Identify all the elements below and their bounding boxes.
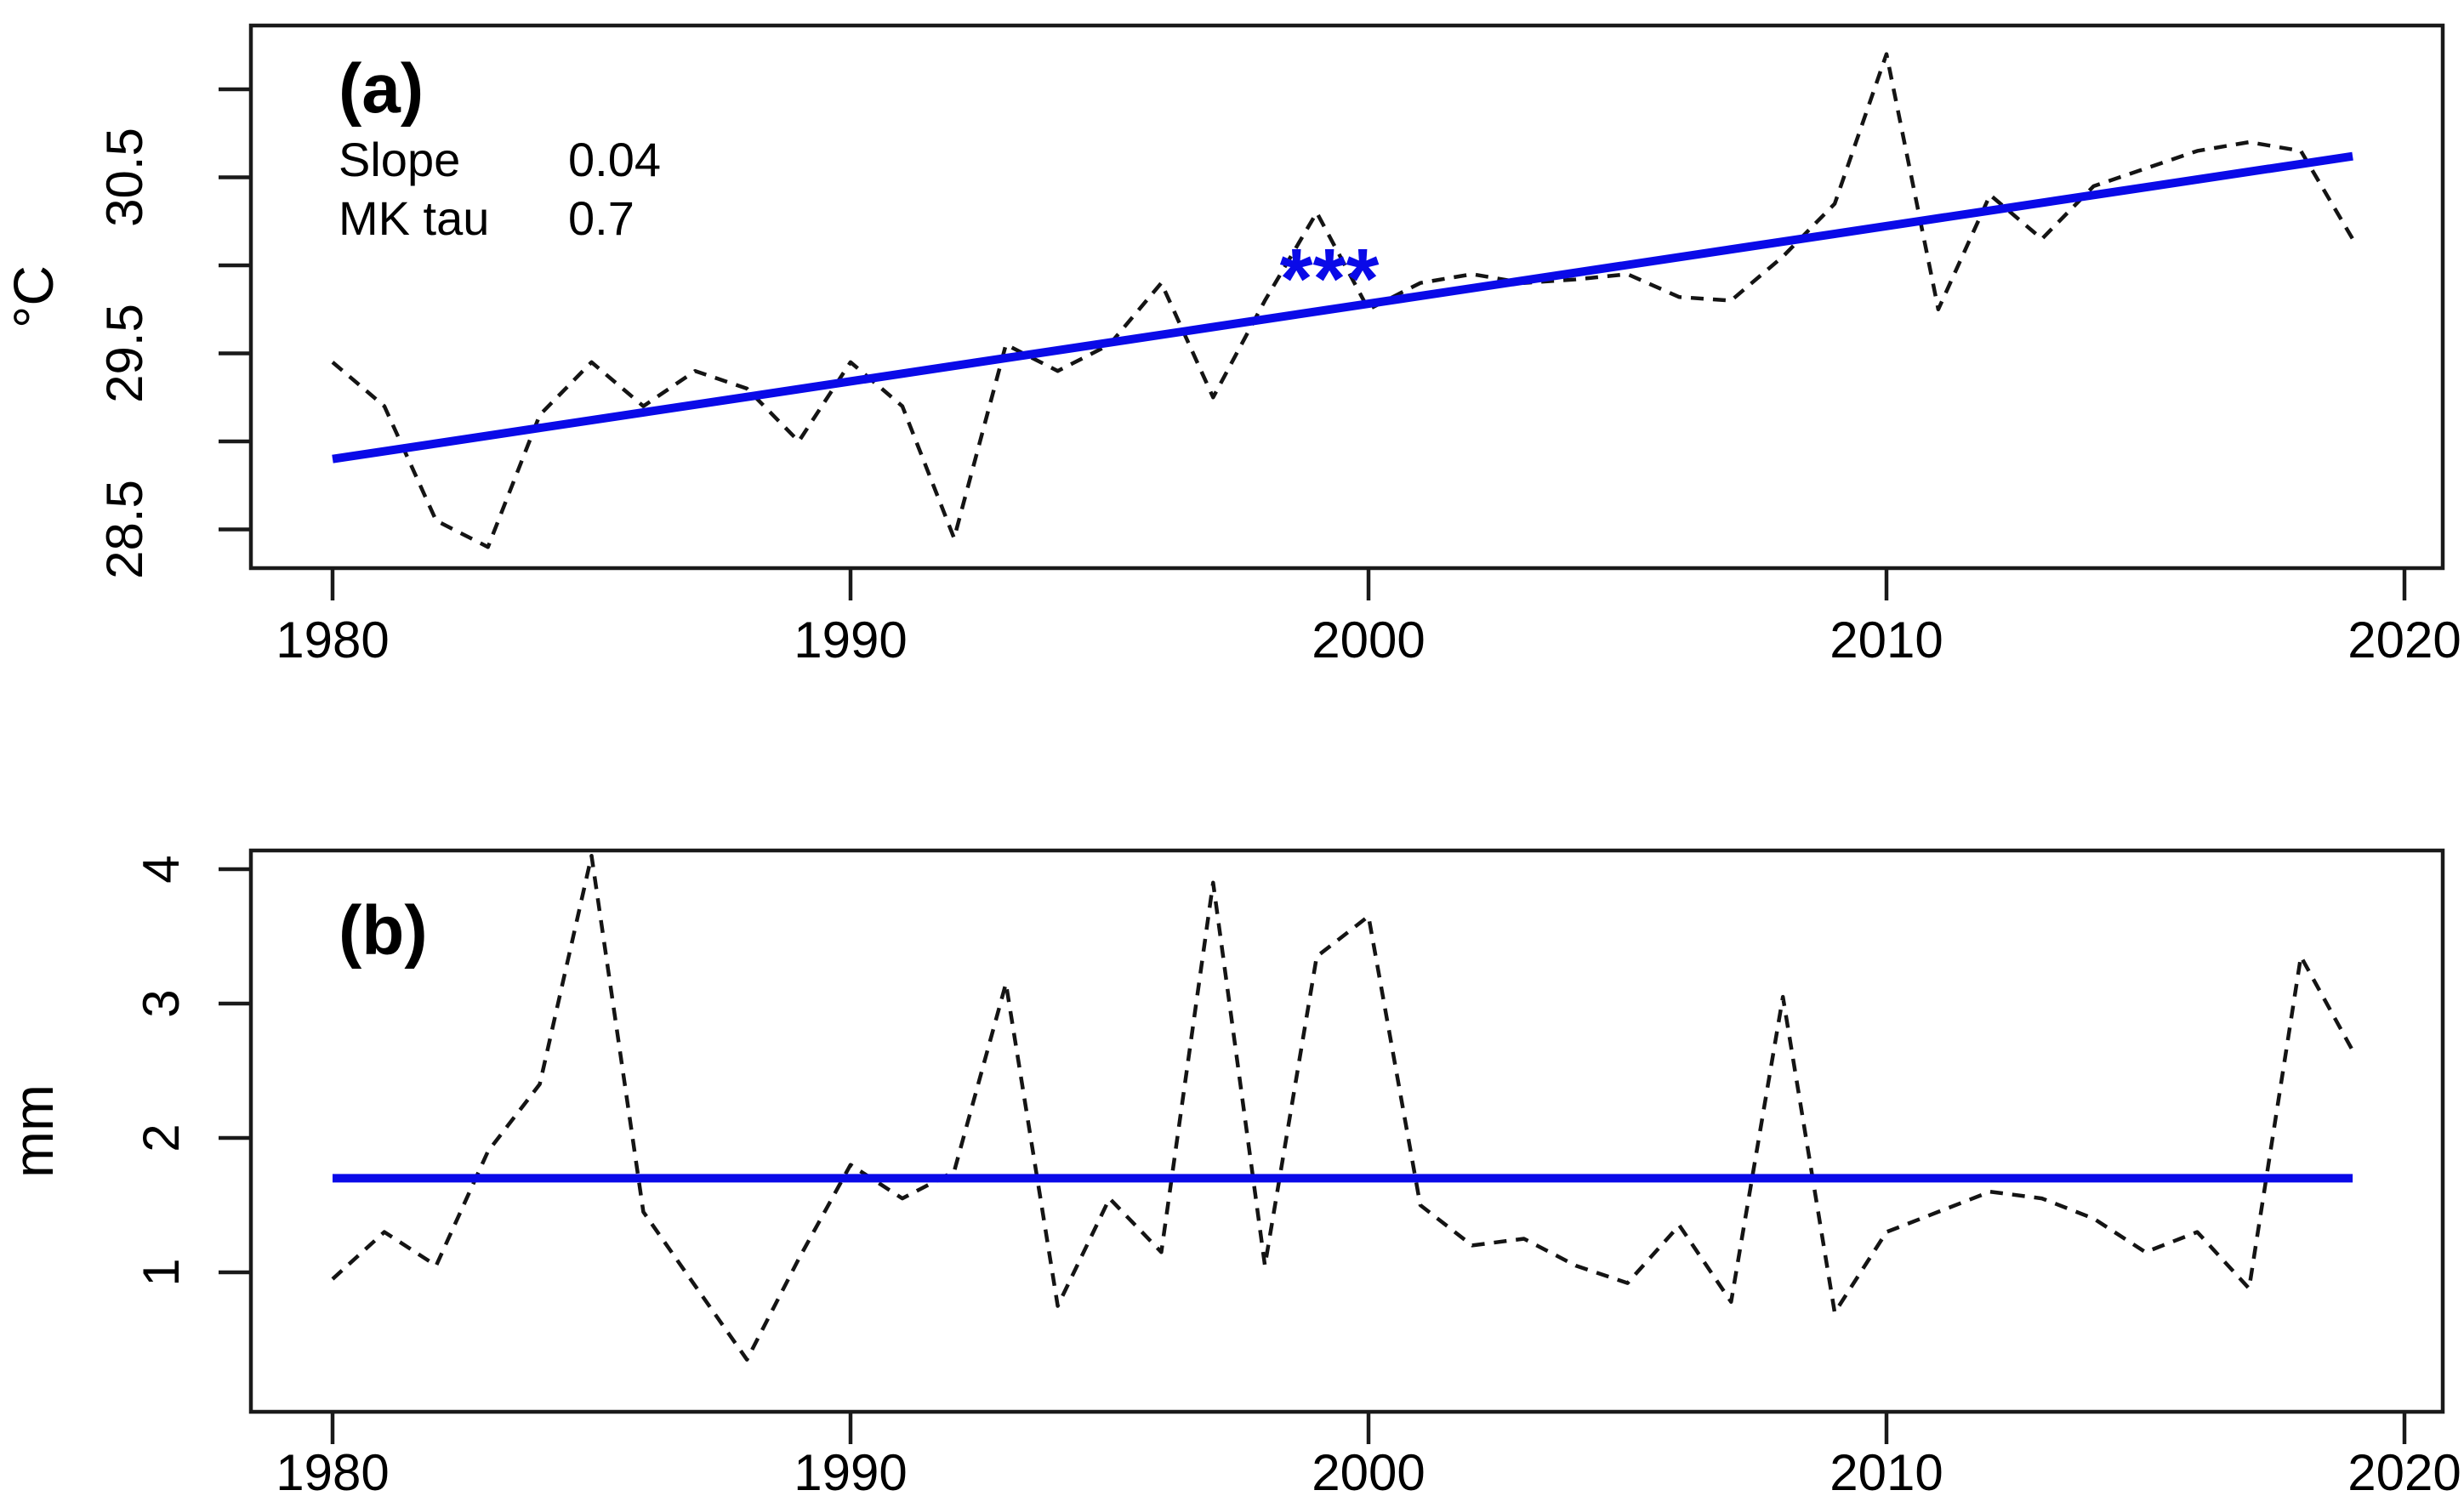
mk-tau-stat-label: MK tau — [339, 191, 489, 245]
significance-stars: *** — [1280, 231, 1380, 327]
annual-mean-temperature-line — [331, 52, 2355, 549]
x-axis-tick-label: 2020 — [2347, 611, 2461, 668]
mk-tau-stat-value: 0.7 — [568, 191, 634, 245]
x-axis-tick-label: 1990 — [794, 1444, 907, 1496]
x-axis-tick-label: 1990 — [794, 611, 907, 668]
sen-slope-trend — [332, 151, 2353, 464]
x-axis-tick-label: 2010 — [1830, 611, 1943, 668]
annual-precipitation-line — [331, 853, 2355, 1362]
x-axis-tick-label: 1980 — [276, 611, 389, 668]
y-axis-tick-label: 2 — [133, 1123, 190, 1152]
x-axis-tick-label: 1980 — [276, 1444, 389, 1496]
y-axis-tick-label: 28.5 — [96, 480, 153, 579]
slope-stat-label: Slope — [339, 133, 460, 186]
y-axis-tick-label: 4 — [133, 855, 190, 883]
y-axis-tick-label: 29.5 — [96, 304, 153, 403]
x-axis-tick-label: 2000 — [1312, 611, 1425, 668]
panel-a: 1980 1990 2000 2010 2020 28.5 29.5 30.5 (a) Slo… — [2, 23, 2461, 668]
x-axis-tick-label: 2010 — [1830, 1444, 1943, 1496]
y-axis-tick-label: 3 — [133, 989, 190, 1017]
y-axis-tick-label: 1 — [133, 1258, 190, 1286]
y-axis-tick-label: 30.5 — [96, 128, 153, 227]
plot-border — [248, 848, 2445, 1414]
plot-border — [248, 23, 2445, 571]
x-axis-tick-label: 2020 — [2347, 1444, 2461, 1496]
slope-stat-value: 0.04 — [568, 133, 661, 186]
x-axis-tick-label: 2000 — [1312, 1444, 1425, 1496]
panel-b: 1980 1990 2000 2010 2020 1 2 3 4 (b) mm — [2, 848, 2461, 1496]
panel-b-plot-area: 1980 1990 2000 2010 2020 1 2 3 4 — [133, 848, 2461, 1496]
panel-a-y-axis-unit: °C — [2, 265, 65, 328]
panel-b-label: (b) — [339, 892, 428, 970]
panel-a-label: (a) — [339, 50, 424, 128]
panel-a-plot-area: 1980 1990 2000 2010 2020 28.5 29.5 30.5 — [96, 23, 2461, 668]
panel-b-y-axis-unit: mm — [2, 1084, 65, 1178]
